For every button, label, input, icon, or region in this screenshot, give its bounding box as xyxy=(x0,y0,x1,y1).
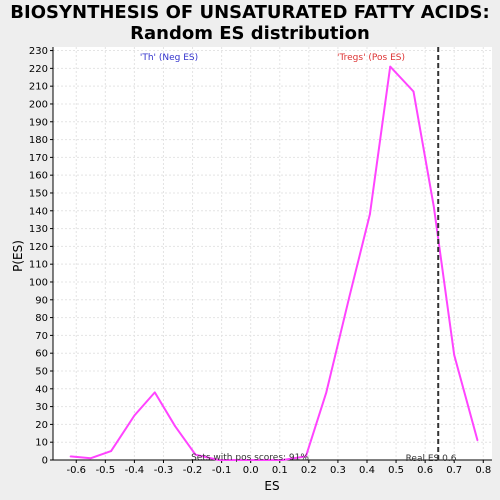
y-tick-label: 100 xyxy=(29,277,48,288)
data-point xyxy=(281,459,284,461)
y-tick-label: 190 xyxy=(29,117,48,128)
data-point xyxy=(238,459,240,461)
y-tick-label: 140 xyxy=(29,206,48,217)
x-tick-label: 0.5 xyxy=(388,465,404,476)
x-tick-label: -0.1 xyxy=(212,465,232,476)
data-point xyxy=(389,65,392,68)
x-tick-label: 0.2 xyxy=(301,465,317,476)
x-tick-label: 0.0 xyxy=(243,465,259,476)
data-point xyxy=(453,354,456,356)
data-point xyxy=(133,414,136,417)
data-point xyxy=(305,455,307,458)
data-point xyxy=(325,391,328,394)
data-point xyxy=(153,391,156,394)
x-tick-label: 0.1 xyxy=(272,465,288,476)
data-point xyxy=(217,459,220,461)
data-point xyxy=(476,439,479,442)
x-tick-label: 0.3 xyxy=(330,465,346,476)
plot-area xyxy=(53,47,492,460)
x-tick-label: -0.3 xyxy=(154,465,174,476)
series-layer xyxy=(69,65,479,461)
y-tick-label: 20 xyxy=(35,420,48,431)
data-point xyxy=(369,213,371,216)
x-axis-label: ES xyxy=(264,479,279,493)
data-point xyxy=(194,453,197,456)
chart-title: BIOSYNTHESIS OF UNSATURATED FATTY ACIDS:… xyxy=(0,2,500,44)
x-tick-label: 0.4 xyxy=(359,465,375,476)
y-axis-label: P(ES) xyxy=(11,240,25,272)
y-tick-label: 180 xyxy=(29,135,48,146)
data-point xyxy=(174,425,176,427)
data-point xyxy=(433,206,435,209)
y-tick-label: 200 xyxy=(29,99,48,110)
x-tick-label: 0.8 xyxy=(475,465,491,476)
y-tick-label: 230 xyxy=(29,46,48,57)
y-tick-label: 40 xyxy=(35,384,48,395)
chart-title-line-1: BIOSYNTHESIS OF UNSATURATED FATTY ACIDS: xyxy=(10,2,490,23)
data-point xyxy=(261,459,264,461)
y-tick-label: 50 xyxy=(35,366,48,377)
x-tick-label: 0.7 xyxy=(446,465,462,476)
y-tick-label: 210 xyxy=(29,82,48,93)
real-es-label: Real ES 0.6 xyxy=(406,454,457,464)
y-tick-label: 170 xyxy=(29,153,48,164)
x-tick-label: -0.6 xyxy=(67,465,87,476)
es-distribution-line xyxy=(70,65,479,461)
neg-es-label: 'Th' (Neg ES) xyxy=(140,53,198,63)
x-tick-label: 0.6 xyxy=(417,465,433,476)
pos-es-label: 'Tregs' (Pos ES) xyxy=(337,53,405,63)
data-point xyxy=(89,457,92,460)
data-point xyxy=(412,90,415,93)
sets-pos-scores-label: Sets with pos scores: 91% xyxy=(191,453,309,463)
y-tick-label: 130 xyxy=(29,224,48,235)
data-point xyxy=(69,455,72,458)
y-tick-label: 220 xyxy=(29,64,48,75)
data-point xyxy=(348,295,351,298)
y-tick-label: 30 xyxy=(35,402,48,413)
y-tick-label: 10 xyxy=(35,438,48,449)
y-tick-label: 70 xyxy=(35,331,48,342)
y-tick-label: 150 xyxy=(29,188,48,199)
y-tick-label: 80 xyxy=(35,313,48,324)
axis-ticks: -0.6 -0.5 -0.4 -0.3 -0.2 -0.1 0.0 0.1 0.2 0.3 0.4 0… xyxy=(29,46,491,476)
data-point xyxy=(110,450,112,452)
y-tick-label: 90 xyxy=(35,295,48,306)
y-tick-label: 120 xyxy=(29,242,48,253)
y-tick-label: 60 xyxy=(35,349,48,360)
y-tick-label: 0 xyxy=(42,456,48,467)
chart-title-line-2: Random ES distribution xyxy=(130,23,370,44)
y-tick-label: 160 xyxy=(29,171,48,182)
x-tick-label: -0.5 xyxy=(96,465,116,476)
x-tick-label: -0.4 xyxy=(125,465,145,476)
x-tick-label: -0.2 xyxy=(183,465,203,476)
y-tick-label: 110 xyxy=(29,260,48,271)
